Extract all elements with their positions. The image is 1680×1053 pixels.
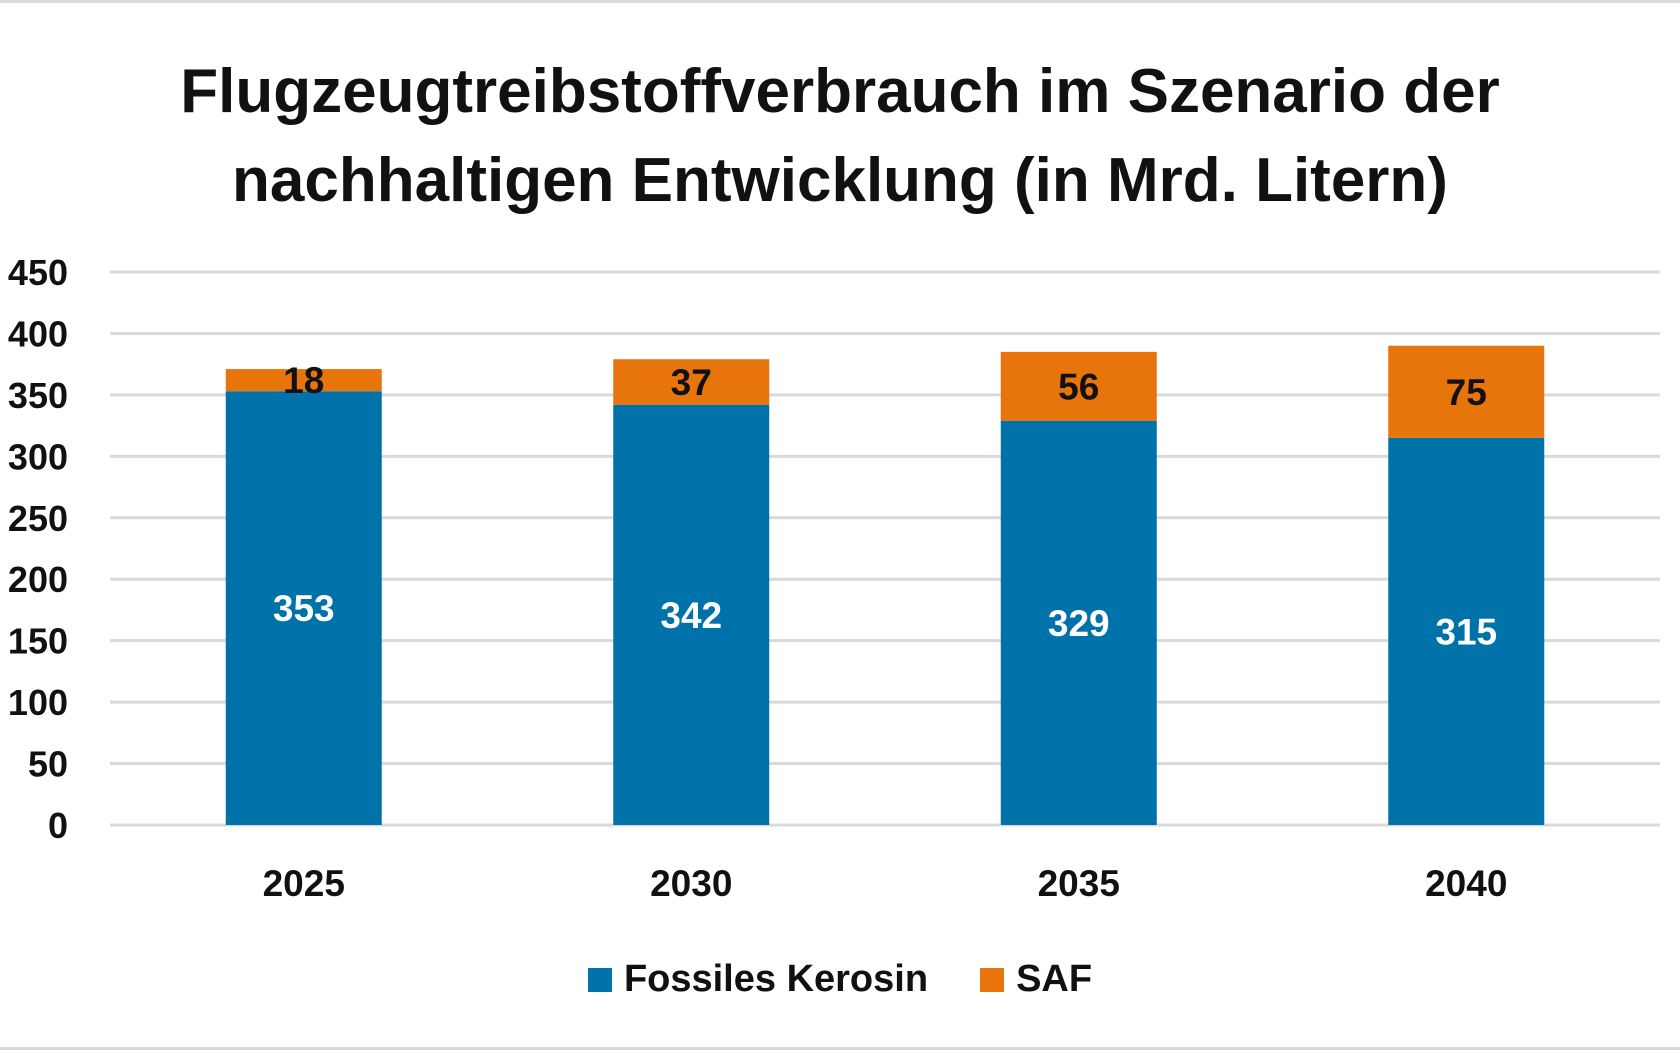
- data-label-fossil-2040: 315: [1435, 611, 1497, 652]
- data-label-fossil-2025: 353: [273, 588, 335, 629]
- bar-fossil-2040: [1388, 437, 1545, 825]
- data-label-saf-2035: 56: [1058, 366, 1099, 407]
- bar-fossil-2025: [225, 391, 382, 825]
- bar-fossil-2035: [1000, 420, 1157, 825]
- y-tick-label-350: 350: [8, 375, 68, 416]
- bar-saf-2030: [613, 359, 770, 405]
- bar-saf-2040: [1388, 345, 1545, 438]
- x-tick-label-2040: 2040: [1425, 863, 1507, 904]
- y-tick-label-300: 300: [8, 436, 68, 477]
- y-tick-label-50: 50: [28, 744, 68, 785]
- y-tick-label-250: 250: [8, 498, 68, 539]
- data-label-saf-2025: 18: [283, 360, 324, 401]
- legend-label-saf: SAF: [1016, 958, 1093, 1000]
- y-tick-label-0: 0: [48, 805, 68, 846]
- data-label-saf-2030: 37: [671, 362, 712, 403]
- y-tick-label-150: 150: [8, 621, 68, 662]
- bar-saf-2025: [225, 369, 382, 392]
- y-tick-label-400: 400: [8, 313, 68, 354]
- chart-plot-area: 0 50 100 150 200 250 300 350 400 450 353 18 2025 342 3…: [8, 252, 1660, 904]
- chart-title-line-2: nachhaltigen Entwicklung (in Mrd. Litern…: [232, 146, 1448, 215]
- y-tick-label-100: 100: [8, 682, 68, 723]
- chart-title: Flugzeugtreibstoffverbrauch im Szenario …: [40, 47, 1640, 225]
- legend-item-fossil: Fossiles Kerosin: [587, 958, 929, 1001]
- x-tick-label-2025: 2025: [263, 863, 345, 904]
- chart-legend: Fossiles Kerosin SAF: [0, 958, 1680, 1001]
- bar-fossil-2030: [613, 404, 770, 825]
- y-tick-label-450: 450: [8, 252, 68, 293]
- data-label-fossil-2035: 329: [1048, 603, 1110, 644]
- chart-title-line-1: Flugzeugtreibstoffverbrauch im Szenario …: [180, 57, 1500, 126]
- data-label-saf-2040: 75: [1446, 372, 1487, 413]
- legend-swatch-fossil: [587, 967, 612, 992]
- y-tick-label-200: 200: [8, 559, 68, 600]
- legend-item-saf: SAF: [980, 958, 1092, 1001]
- legend-swatch-saf: [980, 967, 1005, 992]
- x-tick-label-2030: 2030: [650, 863, 732, 904]
- x-tick-label-2035: 2035: [1038, 863, 1120, 904]
- legend-label-fossil: Fossiles Kerosin: [623, 958, 929, 1000]
- data-label-fossil-2030: 342: [660, 595, 722, 636]
- bar-saf-2035: [1000, 351, 1157, 421]
